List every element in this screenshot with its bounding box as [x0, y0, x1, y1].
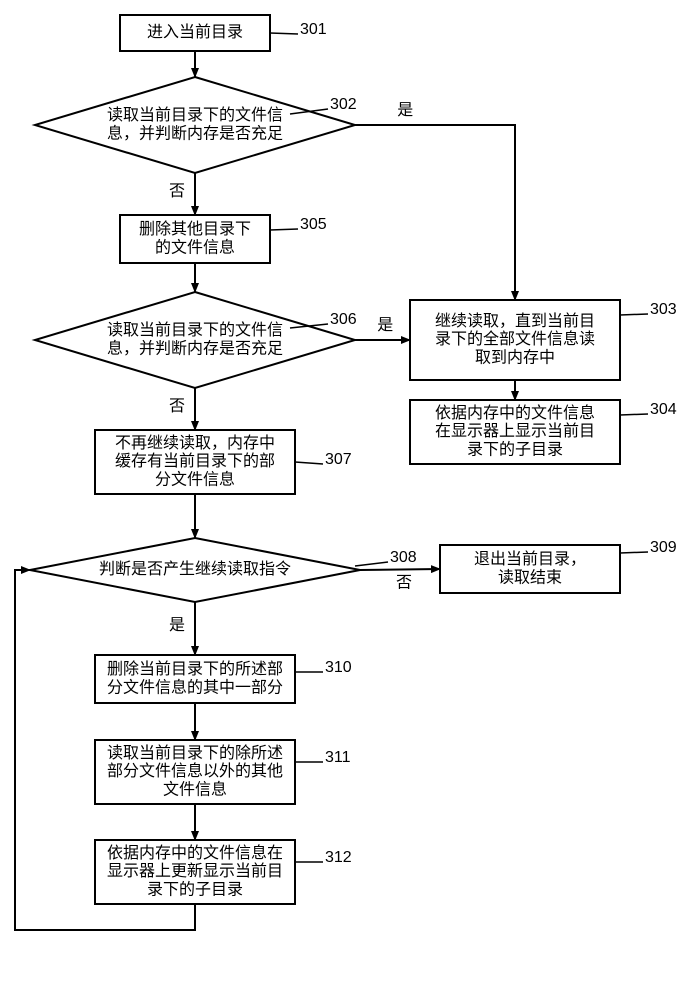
node-text: 分文件信息的其中一部分 [107, 678, 283, 696]
ref-leader [270, 33, 298, 34]
ref-label-l309: 309 [650, 539, 677, 556]
ref-label-l312: 312 [325, 849, 352, 866]
ref-leader [270, 229, 298, 230]
edge [360, 569, 440, 570]
node-n309: 退出当前目录，读取结束 [440, 545, 620, 593]
node-text: 息，并判断内存是否充足 [107, 339, 283, 357]
ref-leader [295, 462, 323, 464]
ref-label-l307: 307 [325, 451, 352, 468]
node-text: 依据内存中的文件信息在 [107, 844, 283, 862]
ref-label-l311: 311 [325, 749, 351, 766]
edge-label: 否 [169, 183, 185, 200]
node-text: 分文件信息 [155, 471, 235, 489]
flowchart-container: 进入当前目录读取当前目录下的文件信息，并判断内存是否充足删除其他目录下的文件信息… [0, 0, 696, 1000]
node-text: 判断是否产生继续读取指令 [99, 560, 291, 578]
node-n310: 删除当前目录下的所述部分文件信息的其中一部分 [95, 655, 295, 703]
ref-label-l304: 304 [650, 401, 677, 418]
node-text: 录下的全部文件信息读 [435, 330, 595, 348]
node-text: 文件信息 [163, 781, 227, 799]
ref-label-l301: 301 [300, 21, 327, 38]
node-n312: 依据内存中的文件信息在显示器上更新显示当前目录下的子目录 [95, 840, 295, 904]
ref-label-l306: 306 [330, 311, 357, 328]
node-text: 录下的子目录 [147, 881, 243, 899]
node-text: 在显示器上显示当前目 [435, 422, 595, 440]
ref-label-l302: 302 [330, 96, 357, 113]
node-n304: 依据内存中的文件信息在显示器上显示当前目录下的子目录 [410, 400, 620, 464]
ref-leader [355, 562, 388, 566]
node-n306: 读取当前目录下的文件信息，并判断内存是否充足 [35, 292, 355, 388]
node-text: 依据内存中的文件信息 [435, 404, 595, 422]
node-text: 退出当前目录， [474, 550, 586, 568]
node-text: 删除其他目录下 [139, 220, 251, 238]
ref-label-l305: 305 [300, 216, 327, 233]
node-n311: 读取当前目录下的除所述部分文件信息以外的其他文件信息 [95, 740, 295, 804]
node-n308: 判断是否产生继续读取指令 [30, 538, 360, 602]
ref-label-l303: 303 [650, 301, 677, 318]
node-text: 不再继续读取，内存中 [115, 434, 275, 452]
node-text: 删除当前目录下的所述部 [107, 660, 283, 678]
ref-label-l310: 310 [325, 659, 352, 676]
edge-label: 是 [397, 102, 413, 119]
node-text: 息，并判断内存是否充足 [107, 124, 283, 142]
edge-label: 是 [169, 617, 185, 634]
node-text: 显示器上更新显示当前目 [107, 862, 283, 880]
node-text: 的文件信息 [155, 238, 235, 256]
node-text: 录下的子目录 [467, 441, 563, 459]
edge-label: 是 [377, 317, 393, 334]
node-text: 进入当前目录 [147, 23, 243, 41]
edge-label: 否 [396, 575, 412, 592]
ref-leader [620, 552, 648, 553]
node-text: 继续读取，直到当前目 [435, 312, 595, 330]
ref-leader [620, 314, 648, 315]
node-text: 读取当前目录下的文件信 [107, 321, 283, 339]
edge [355, 125, 515, 300]
node-n305: 删除其他目录下的文件信息 [120, 215, 270, 263]
node-n307: 不再继续读取，内存中缓存有当前目录下的部分文件信息 [95, 430, 295, 494]
flowchart-svg: 进入当前目录读取当前目录下的文件信息，并判断内存是否充足删除其他目录下的文件信息… [0, 0, 696, 1000]
edge-label: 否 [169, 398, 185, 415]
node-text: 读取当前目录下的除所述 [107, 744, 283, 762]
node-n301: 进入当前目录 [120, 15, 270, 51]
node-text: 读取当前目录下的文件信 [107, 106, 283, 124]
node-text: 部分文件信息以外的其他 [107, 762, 283, 780]
node-text: 读取结束 [498, 568, 562, 586]
node-n302: 读取当前目录下的文件信息，并判断内存是否充足 [35, 77, 355, 173]
node-text: 取到内存中 [475, 349, 555, 367]
ref-label-l308: 308 [390, 549, 417, 566]
ref-leader [620, 414, 648, 415]
node-n303: 继续读取，直到当前目录下的全部文件信息读取到内存中 [410, 300, 620, 380]
node-text: 缓存有当前目录下的部 [115, 452, 275, 470]
